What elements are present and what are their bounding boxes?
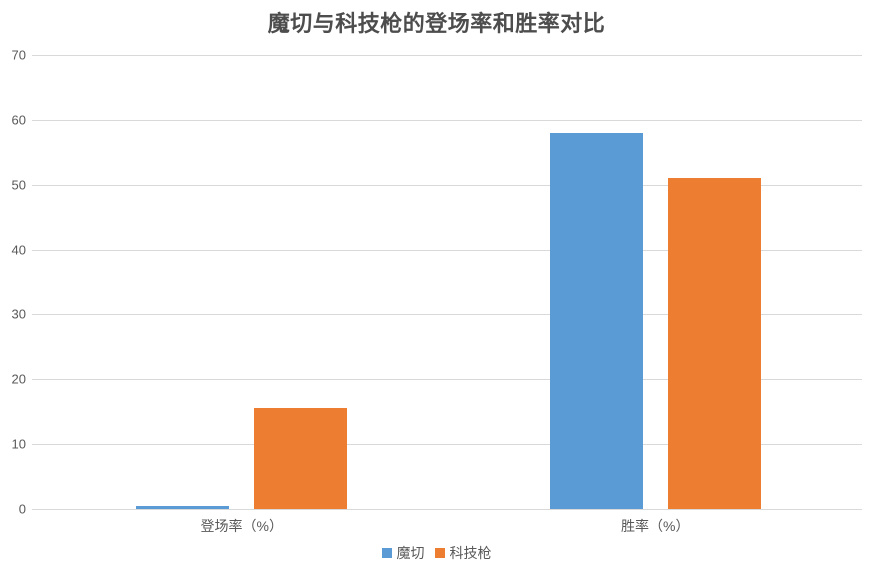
y-tick-label-50: 50 <box>11 177 26 193</box>
bar-魔切-胜率（%） <box>549 132 643 509</box>
gridline-70 <box>32 55 862 56</box>
y-tick-label-30: 30 <box>11 306 26 322</box>
bar-科技枪-登场率（%） <box>254 407 348 509</box>
gridline-60 <box>32 119 862 121</box>
y-tick-label-40: 40 <box>11 242 26 258</box>
gridline-40 <box>32 249 862 251</box>
y-tick-label-20: 20 <box>11 371 26 387</box>
legend-label: 科技枪 <box>449 545 492 561</box>
y-tick-label-60: 60 <box>11 112 26 128</box>
gridline-0 <box>32 509 862 510</box>
gridline-50 <box>32 184 862 186</box>
y-tick-label-0: 0 <box>18 501 26 517</box>
y-axis: 0 10 20 30 40 50 60 70 <box>0 48 28 517</box>
y-tick-label-10: 10 <box>11 436 26 452</box>
x-axis: 登场率（%） 胜率（%） <box>35 516 862 536</box>
legend: 魔切 科技枪 <box>0 543 873 563</box>
chart-title: 魔切与科技枪的登场率和胜率对比 <box>267 11 606 36</box>
legend-swatch-icon <box>434 548 445 558</box>
x-category-label-2: 胜率（%） <box>621 518 690 534</box>
plot-area <box>32 55 862 510</box>
bar-科技枪-胜率（%） <box>667 178 761 509</box>
gridline-30 <box>32 314 862 316</box>
legend-swatch-icon <box>381 548 392 558</box>
y-tick-label-70: 70 <box>11 47 26 63</box>
gridline-10 <box>32 444 862 446</box>
legend-item-科技枪: 科技枪 <box>434 543 492 563</box>
bar-魔切-登场率（%） <box>136 505 230 509</box>
gridline-20 <box>32 379 862 381</box>
legend-item-魔切: 魔切 <box>381 543 425 563</box>
legend-label: 魔切 <box>396 545 425 561</box>
x-category-label-1: 登场率（%） <box>200 518 283 534</box>
